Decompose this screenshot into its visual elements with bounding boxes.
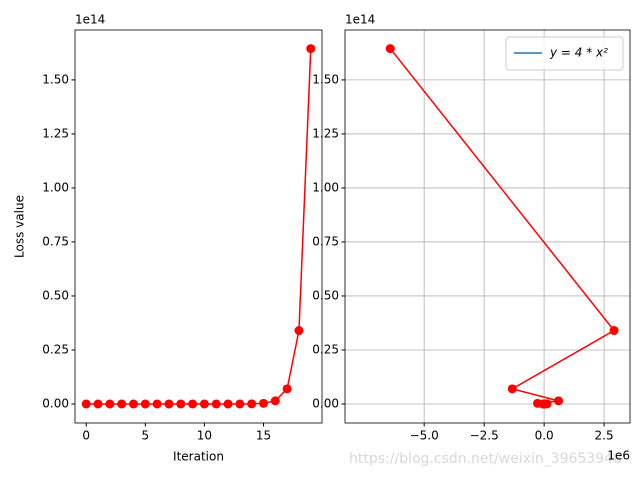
data-point — [152, 399, 162, 409]
data-point — [140, 399, 150, 409]
data-point — [188, 399, 198, 409]
y-tick-label: 0.25 — [42, 342, 69, 356]
data-point — [533, 398, 543, 408]
data-point — [270, 396, 280, 406]
y-axis-label: Loss value — [13, 195, 27, 258]
data-point — [609, 326, 619, 336]
data-point — [247, 399, 257, 409]
data-point — [259, 398, 268, 408]
y-tick-label: 0.50 — [312, 288, 339, 302]
data-point — [199, 399, 209, 409]
x-tick-label: 10 — [197, 429, 212, 443]
data-point — [507, 384, 517, 394]
x-offset-text: 1e6 — [607, 449, 630, 463]
x-tick-label: 0.0 — [535, 429, 554, 443]
data-point — [105, 399, 115, 409]
data-point — [554, 396, 564, 406]
y-offset-text: 1e14 — [345, 13, 375, 27]
x-tick-label: 0 — [82, 429, 90, 443]
data-point — [385, 44, 395, 54]
data-point — [176, 399, 186, 409]
x-tick-label: 2.5 — [595, 429, 614, 443]
data-point — [282, 384, 292, 394]
x-axis-label: Iteration — [173, 450, 224, 464]
data-point — [129, 399, 138, 409]
axes-frame — [344, 29, 631, 424]
y-tick-label: 0.50 — [42, 288, 69, 302]
data-point — [306, 44, 316, 54]
y-tick-label: 1.00 — [42, 180, 69, 194]
data-point — [211, 399, 221, 409]
x-tick-label: 15 — [256, 429, 271, 443]
y-tick-label: 0.00 — [42, 396, 69, 410]
y-tick-label: 1.50 — [42, 72, 69, 86]
y-tick-label: 0.75 — [42, 234, 69, 248]
legend-label: y = 4 * x² — [549, 46, 608, 60]
x-tick-label: −5.0 — [410, 429, 439, 443]
axes: −5.0 −2.5 0.0 2.5 0.00 0.25 0.50 0.75 1.00 1.25 1.… — [312, 13, 631, 463]
data-point — [81, 399, 91, 409]
data-point — [223, 399, 233, 409]
y-tick-label: 1.25 — [312, 126, 339, 140]
y-tick-label: 1.50 — [312, 72, 339, 86]
watermark: https://blog.csdn.net/weixin_39653948 — [349, 451, 622, 467]
y-tick-label: 1.25 — [42, 126, 69, 140]
data-point — [164, 399, 174, 409]
data-point — [235, 399, 245, 409]
y-tick-label: 0.00 — [312, 396, 339, 410]
axes-frame — [74, 29, 323, 424]
x-tick-label: −2.5 — [470, 429, 499, 443]
y-tick-label: 0.25 — [312, 342, 339, 356]
data-point — [117, 399, 127, 409]
axes: 0 5 10 15 0.00 0.25 0.50 0.75 1.00 1.25 1.50 1e14 It… — [13, 13, 323, 464]
y-tick-label: 1.00 — [312, 180, 339, 194]
y-offset-text: 1e14 — [75, 13, 105, 27]
data-point — [294, 326, 304, 336]
y-tick-label: 0.75 — [312, 234, 339, 248]
data-point — [93, 399, 103, 409]
x-tick-label: 5 — [141, 429, 149, 443]
data-point — [542, 399, 552, 409]
legend-box — [505, 36, 624, 71]
